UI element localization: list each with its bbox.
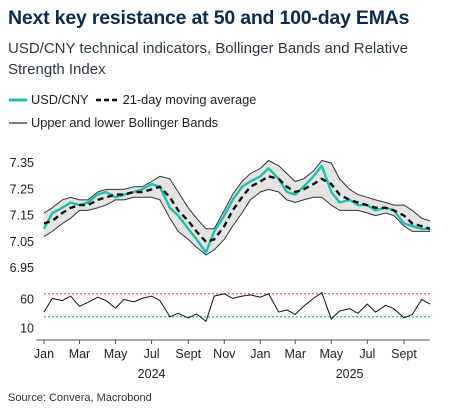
x-tick-label: Mar xyxy=(69,347,91,361)
rsi-series-line xyxy=(43,291,431,323)
ma21-series-line xyxy=(43,175,431,244)
lower-bollinger-band-line xyxy=(43,188,430,256)
x-tick-label: Jul xyxy=(359,347,375,361)
x-tick-label: May xyxy=(319,347,343,361)
price-ytick-label: 7.05 xyxy=(10,235,34,249)
rsi-ytick-label: 10 xyxy=(20,321,34,335)
x-tick-label: May xyxy=(104,347,128,361)
legend-bands-label: Upper and lower Bollinger Bands xyxy=(31,115,219,130)
x-tick-label: Sept xyxy=(391,347,417,361)
x-tick-label: Jan xyxy=(250,347,270,361)
upper-bollinger-band-line xyxy=(43,159,431,230)
legend-usdcny-swatch xyxy=(9,98,27,101)
x-year-label: 2025 xyxy=(336,367,364,381)
x-tick-label: Mar xyxy=(284,347,306,361)
chart-subtitle: USD/CNY technical indicators, Bollinger … xyxy=(8,40,408,78)
x-year-label: 2024 xyxy=(138,367,166,381)
legend-bands-swatch xyxy=(9,121,27,124)
x-tick-label: Jul xyxy=(144,347,160,361)
price-ytick-label: 7.15 xyxy=(10,209,34,223)
x-tick-label: Jan xyxy=(34,347,54,361)
legend-usdcny-label: USD/CNY xyxy=(31,92,89,107)
price-ytick-label: 7.25 xyxy=(10,182,34,196)
legend-row-2: Upper and lower Bollinger Bands xyxy=(8,115,218,130)
legend-ma21-label: 21-day moving average xyxy=(122,92,257,107)
x-tick-label: Sept xyxy=(175,347,201,361)
chart-title: Next key resistance at 50 and 100-day EM… xyxy=(8,7,410,29)
x-tick-label: Nov xyxy=(213,347,236,361)
price-ytick-label: 6.95 xyxy=(10,261,34,275)
legend-ma21-swatch xyxy=(95,98,118,101)
rsi-ytick-label: 60 xyxy=(20,293,34,307)
bollinger-band-fill xyxy=(44,160,430,255)
legend-row-1: USD/CNY 21-day moving average xyxy=(8,92,256,107)
source-note: Source: Convera, Macrobond xyxy=(8,392,152,404)
price-ytick-label: 7.35 xyxy=(10,156,34,170)
